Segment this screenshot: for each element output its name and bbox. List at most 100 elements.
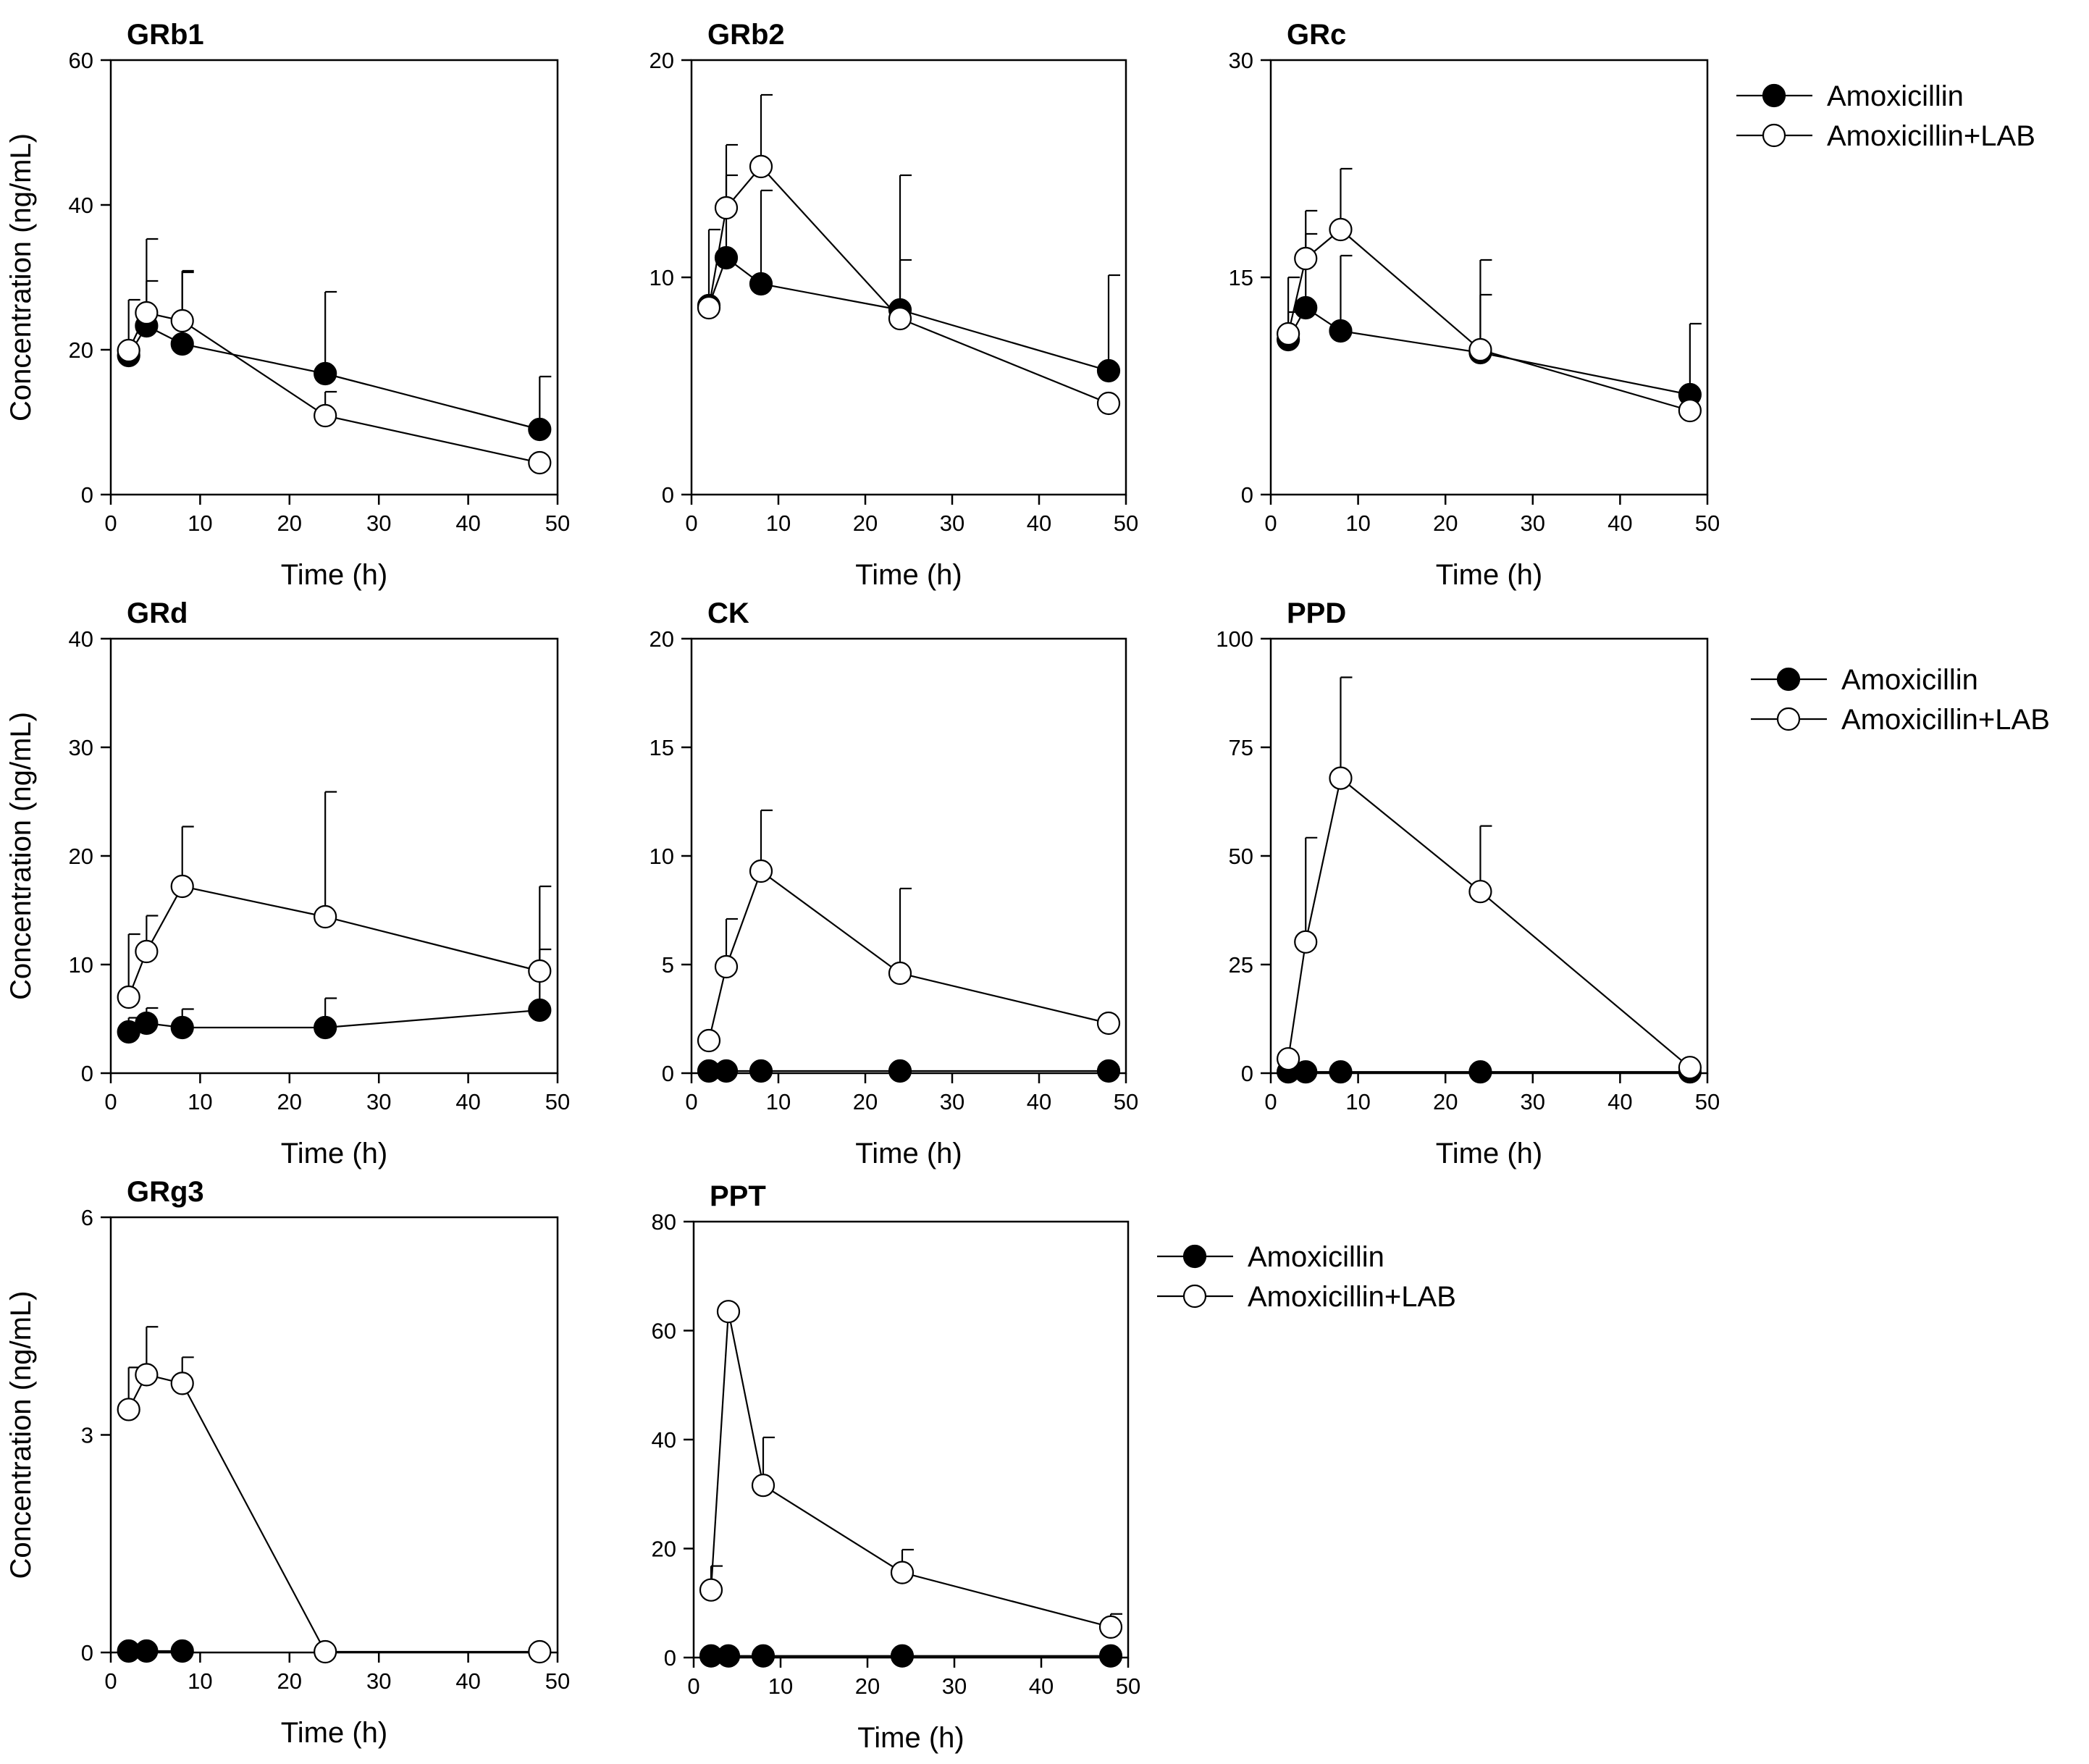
panel-title: GRc xyxy=(1287,19,1346,51)
y-tick-label: 0 xyxy=(664,1645,676,1671)
data-point xyxy=(135,1011,159,1036)
x-tick-label: 30 xyxy=(1521,511,1545,536)
data-point xyxy=(1277,1047,1300,1071)
x-tick-label: 30 xyxy=(366,1668,391,1694)
data-point xyxy=(888,961,912,986)
panel-ck: CK 0 10 20 30 40 50 0 5 10 15 20 Time (h) xyxy=(650,597,1139,1169)
data-point xyxy=(170,1015,194,1040)
series-amoxicillin xyxy=(117,948,552,1044)
panel-grd: GRd 0 10 20 30 40 50 0 10 20 30 40 Time (h) Concentra… xyxy=(5,597,570,1169)
panel-grc: GRc 0 10 20 30 40 50 0 15 30 Time (h) xyxy=(1229,19,1720,591)
data-point xyxy=(170,1639,194,1663)
data-point xyxy=(1277,322,1300,346)
x-axis-title: Time (h) xyxy=(281,559,387,591)
x-tick-label: 0 xyxy=(685,511,697,536)
x-tick-label: 20 xyxy=(855,1673,880,1699)
data-point xyxy=(117,1398,140,1421)
data-point xyxy=(528,959,552,983)
y-tick-label: 80 xyxy=(652,1209,676,1235)
x-tick-label: 40 xyxy=(1607,1089,1632,1114)
series-amoxicillin xyxy=(697,1059,1121,1083)
x-tick-label: 0 xyxy=(1264,1089,1277,1114)
x-tick-label: 0 xyxy=(104,1668,117,1694)
x-axis-title: Time (h) xyxy=(855,1138,962,1169)
x-axis-title: Time (h) xyxy=(855,559,962,591)
y-tick-label: 3 xyxy=(81,1423,93,1448)
y-tick-label: 20 xyxy=(652,1537,676,1562)
data-point xyxy=(1678,1056,1702,1080)
plot-frame xyxy=(692,1220,1130,1659)
y-tick-label: 0 xyxy=(81,1640,93,1666)
plot-frame xyxy=(690,637,1127,1075)
x-tick-label: 20 xyxy=(853,1089,878,1114)
x-tick-label: 40 xyxy=(455,1668,480,1694)
panel-ppt: PPT 0 10 20 30 40 50 0 20 40 60 80 Time (h) xyxy=(652,1180,1141,1754)
data-point xyxy=(170,308,194,333)
plot-frame xyxy=(1269,59,1709,496)
data-point xyxy=(135,301,159,325)
x-tick-label: 10 xyxy=(188,511,212,536)
x-tick-label: 10 xyxy=(188,1089,212,1114)
data-point xyxy=(714,196,739,220)
x-tick-label: 40 xyxy=(1029,1673,1054,1699)
data-point xyxy=(135,939,159,964)
x-tick-label: 30 xyxy=(366,1089,391,1114)
data-point xyxy=(1294,1060,1318,1084)
data-point xyxy=(1329,1060,1353,1084)
y-tick-label: 30 xyxy=(1229,48,1253,73)
data-point xyxy=(1294,246,1318,271)
data-point xyxy=(528,1639,552,1664)
y-tick-label: 0 xyxy=(662,1061,674,1086)
legend: Amoxicillin Amoxicillin+LAB xyxy=(1736,80,2035,152)
legend-marker xyxy=(1762,123,1786,148)
data-point xyxy=(1096,1059,1121,1083)
x-tick-label: 50 xyxy=(1114,511,1138,536)
data-point xyxy=(528,417,552,442)
data-point xyxy=(1096,1011,1121,1036)
data-point xyxy=(314,403,337,428)
x-tick-label: 30 xyxy=(940,1089,964,1114)
data-point xyxy=(314,904,337,929)
x-axis-title: Time (h) xyxy=(857,1722,964,1754)
data-point xyxy=(749,272,773,296)
y-tick-label: 10 xyxy=(650,844,674,869)
data-point xyxy=(890,1561,915,1584)
data-point xyxy=(1294,930,1318,954)
y-tick-label: 0 xyxy=(662,482,674,508)
legend-label: Amoxicillin xyxy=(1841,664,1978,696)
data-point xyxy=(1329,766,1353,790)
data-point xyxy=(716,1644,741,1668)
legend-marker xyxy=(1182,1244,1207,1269)
series-amoxicillin-lab xyxy=(117,791,552,1009)
x-tick-label: 20 xyxy=(1433,1089,1458,1114)
legend-marker xyxy=(1762,83,1786,108)
x-tick-label: 30 xyxy=(942,1673,967,1699)
data-point xyxy=(314,1639,337,1664)
data-point xyxy=(170,1372,194,1395)
series-amoxicillin xyxy=(697,174,1121,383)
data-point xyxy=(749,154,773,179)
x-tick-label: 40 xyxy=(455,1089,480,1114)
data-point xyxy=(697,1028,721,1053)
y-tick-label: 40 xyxy=(69,626,93,652)
panel-title: GRb2 xyxy=(707,19,785,51)
panel-title: GRd xyxy=(127,597,188,629)
data-point xyxy=(714,1059,739,1083)
x-tick-label: 50 xyxy=(1695,511,1720,536)
data-point xyxy=(749,859,773,883)
plot-frame xyxy=(109,59,559,496)
legend-marker xyxy=(1182,1284,1207,1309)
series-line xyxy=(127,1374,540,1653)
series-line xyxy=(127,311,540,464)
legend: Amoxicillin Amoxicillin+LAB xyxy=(1751,664,2050,736)
data-point xyxy=(314,361,337,386)
panel-title: PPD xyxy=(1287,597,1346,629)
data-point xyxy=(716,1300,741,1324)
data-point xyxy=(117,985,140,1009)
x-tick-label: 50 xyxy=(545,1089,570,1114)
panel-grb2: GRb2 0 10 20 30 40 50 0 10 20 Time (h) xyxy=(650,19,1139,591)
data-point xyxy=(1096,358,1121,383)
x-tick-label: 10 xyxy=(188,1668,212,1694)
x-tick-label: 0 xyxy=(104,511,117,536)
